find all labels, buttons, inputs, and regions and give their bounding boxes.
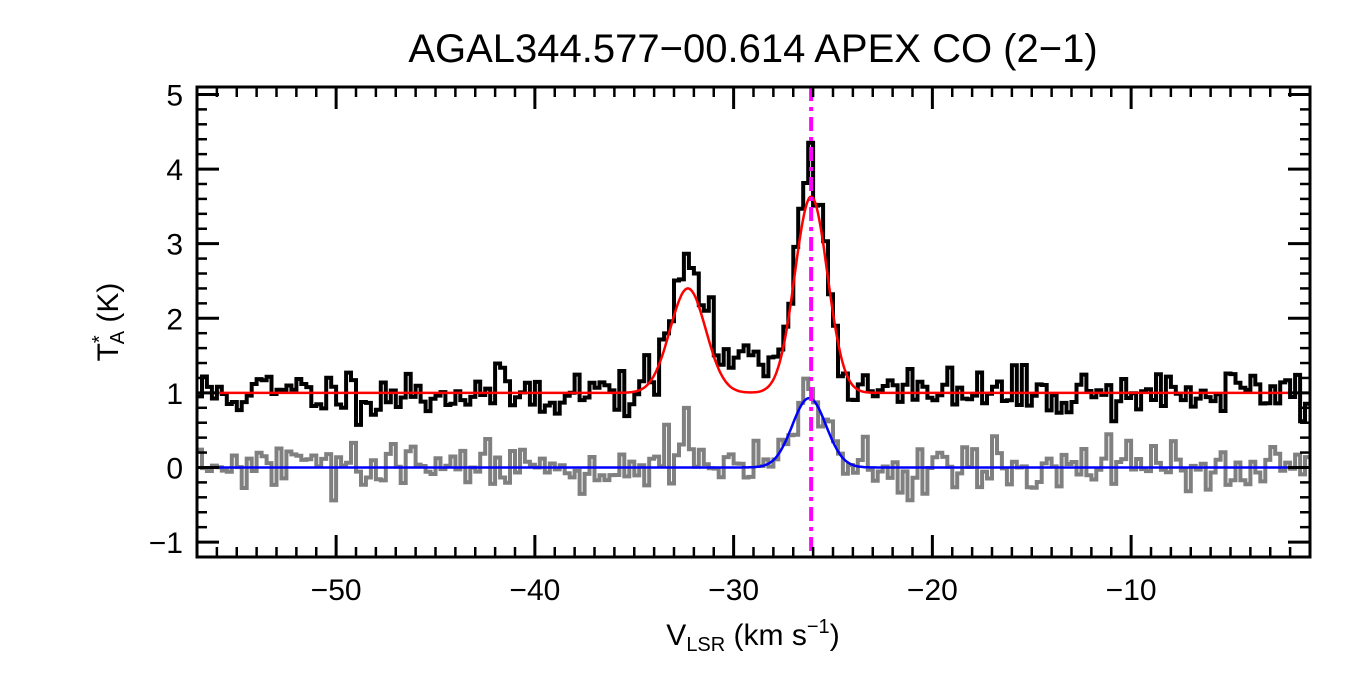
y-tick-label: 1 <box>166 378 183 411</box>
fit-curve-4 <box>197 396 1310 469</box>
spectrum-trace-1 <box>197 140 1310 427</box>
spectrum-trace-3 <box>197 376 1310 503</box>
x-tick-label: −50 <box>311 574 362 607</box>
fit-curve-2 <box>197 195 1310 395</box>
y-tick-label: 4 <box>166 154 183 187</box>
x-tick-label: −40 <box>509 574 560 607</box>
y-tick-label: 2 <box>166 303 183 336</box>
y-tick-label: 5 <box>166 79 183 112</box>
y-tick-label: 0 <box>166 452 183 485</box>
plot-frame <box>195 85 1312 559</box>
y-tick-label: 3 <box>166 229 183 262</box>
plot-area <box>197 87 1310 557</box>
y-axis-label: T*A (K) <box>89 283 129 362</box>
x-axis-label: VLSR (km s−1) <box>666 616 839 656</box>
chart-title: AGAL344.577−00.614 APEX CO (2−1) <box>408 27 1097 71</box>
x-tick-label: −10 <box>1106 574 1157 607</box>
y-tick-label: −1 <box>149 527 183 560</box>
x-tick-label: −20 <box>907 574 958 607</box>
x-tick-label: −30 <box>708 574 759 607</box>
